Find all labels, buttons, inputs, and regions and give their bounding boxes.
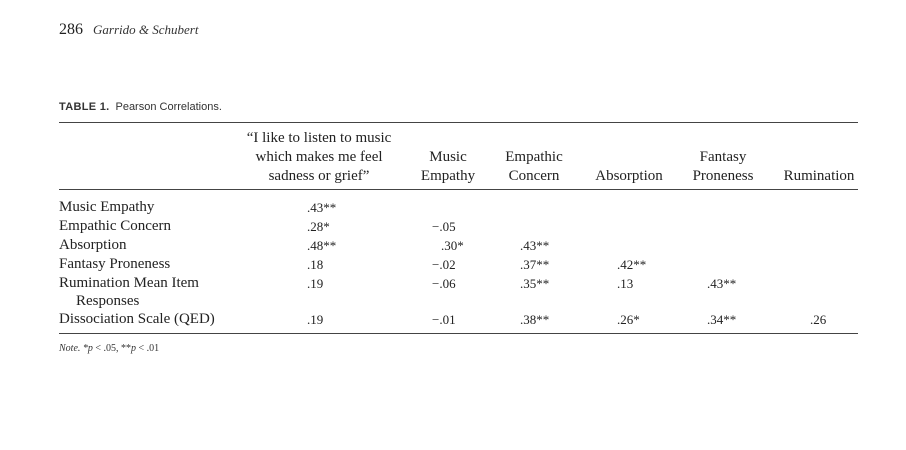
note-label: Note. [59, 343, 81, 354]
column-header-empathic-concern: Empathic Concern [498, 148, 570, 186]
running-head: 286 Garrido & Schubert [59, 21, 198, 39]
row-label-dissociation: Dissociation Scale (QED) [59, 311, 215, 327]
header-line: Fantasy [699, 149, 747, 165]
note-t1: < .05, ** [92, 343, 132, 354]
row-label-fantasy-proneness: Fantasy Proneness [59, 256, 171, 272]
running-head-authors: Garrido & Schubert [93, 22, 199, 37]
table-cell: .48** [307, 238, 337, 253]
table-label: TABLE 1. [59, 101, 110, 113]
header-line: Absorption [595, 168, 663, 184]
table-cell: −.06 [432, 276, 456, 291]
table-cell: .43** [707, 276, 737, 291]
header-line: Proneness [692, 168, 754, 184]
page-number: 286 [59, 21, 83, 38]
header-line: Music [429, 149, 467, 165]
header-line: Empathic [505, 149, 563, 165]
table-cell: .35** [520, 276, 550, 291]
header-line: Rumination [783, 168, 855, 184]
note-p2: p [131, 343, 137, 354]
header-line: sadness or grief” [268, 168, 370, 184]
header-line: which makes me feel [255, 149, 383, 165]
column-header-music-empathy: Music Empathy [413, 148, 483, 186]
table-cell: .30* [441, 238, 464, 253]
note-t2: < .01 [136, 343, 160, 354]
table-cell: .18 [307, 257, 324, 272]
header-line: “I like to listen to music [246, 130, 392, 146]
table-top-rule [59, 122, 858, 123]
column-header-absorption: Absorption [588, 167, 670, 186]
table-cell: .38** [520, 312, 550, 327]
table-cell: .43** [307, 200, 337, 215]
table-cell: .19 [307, 312, 324, 327]
table-bottom-rule [59, 333, 858, 334]
table-cell: .26* [617, 312, 640, 327]
header-line: Concern [508, 168, 560, 184]
table-title: Pearson Correlations. [115, 101, 222, 113]
column-header-fantasy-proneness: Fantasy Proneness [684, 148, 762, 186]
table-header-rule [59, 189, 858, 190]
column-header-rumination: Rumination [777, 167, 861, 186]
row-label-music-empathy: Music Empathy [59, 199, 155, 215]
table-cell: −.01 [432, 312, 456, 327]
row-label-empathic-concern: Empathic Concern [59, 218, 172, 234]
header-line: Empathy [420, 168, 476, 184]
table-cell: −.02 [432, 257, 456, 272]
column-header-sadness-music: “I like to listen to music which makes m… [234, 129, 404, 186]
table-cell: .19 [307, 276, 324, 291]
row-label-absorption: Absorption [59, 237, 127, 253]
table-cell: .37** [520, 257, 550, 272]
table-cell: .13 [617, 276, 634, 291]
table-cell: .26 [810, 312, 827, 327]
table-cell: .34** [707, 312, 737, 327]
row-label-rumination-cont: Responses [76, 293, 140, 309]
note-p1: *p [82, 343, 93, 354]
row-label-rumination: Rumination Mean Item [59, 275, 199, 291]
table-cell: .28* [307, 219, 330, 234]
table-note: Note. *p < .05, **p < .01 [59, 343, 159, 354]
table-caption: TABLE 1. Pearson Correlations. [59, 101, 222, 113]
table-cell: −.05 [432, 219, 456, 234]
table-cell: .42** [617, 257, 647, 272]
table-cell: .43** [520, 238, 550, 253]
